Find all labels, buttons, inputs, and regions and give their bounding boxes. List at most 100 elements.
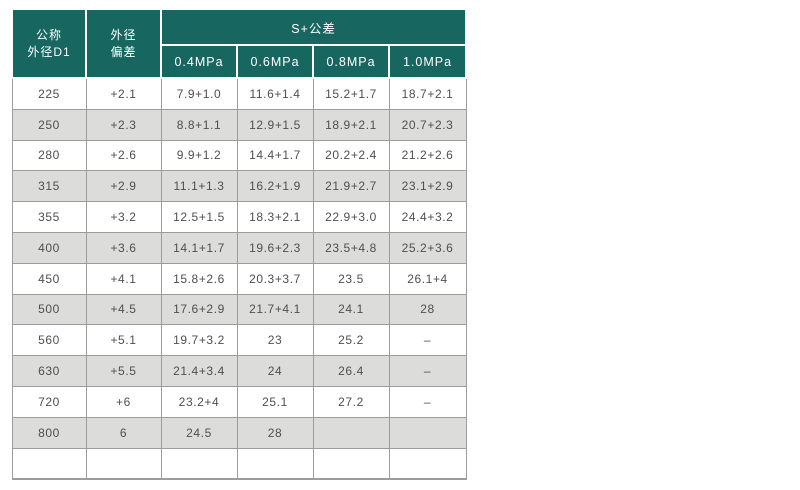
table-cell bbox=[388, 416, 467, 449]
table-row: 630 +5.5 21.4+3.4 24 26.4 – bbox=[11, 355, 467, 387]
table-cell: 20.7+2.3 bbox=[388, 108, 467, 141]
table-row: 800 6 24.5 28 bbox=[11, 416, 467, 449]
table-cell: 18.7+2.1 bbox=[388, 77, 467, 110]
table-cell: 14.1+1.7 bbox=[160, 231, 238, 264]
table-cell: 23.1+2.9 bbox=[388, 170, 467, 203]
table-cell: +3.6 bbox=[85, 231, 162, 264]
table-cell bbox=[236, 447, 314, 481]
header-pressure-1-0mpa: 1.0MPa bbox=[387, 44, 468, 79]
table-cell: 18.3+2.1 bbox=[236, 201, 314, 233]
table-cell: 11.6+1.4 bbox=[236, 77, 314, 110]
table-cell: 12.9+1.5 bbox=[236, 108, 314, 141]
header-pressure-0-6mpa: 0.6MPa bbox=[236, 44, 314, 79]
table-cell: +4.1 bbox=[85, 262, 162, 295]
table-row: 250 +2.3 8.8+1.1 12.9+1.5 18.9+2.1 20.7+… bbox=[11, 108, 467, 141]
pipe-spec-table: 公称 外径D1 外径 偏差 S+公差 0.4MPa 0.6MPa 0.8MPa … bbox=[11, 8, 468, 481]
table-cell: 26.1+4 bbox=[388, 262, 467, 295]
table-row bbox=[11, 447, 467, 481]
table-cell: 8.8+1.1 bbox=[160, 108, 238, 141]
table-cell: 24.5 bbox=[160, 416, 238, 449]
table-cell: 560 bbox=[11, 324, 87, 357]
table-cell: 280 bbox=[11, 139, 87, 172]
table-cell: – bbox=[388, 355, 467, 387]
table-cell: +2.3 bbox=[85, 108, 162, 141]
header-nominal-od: 公称 外径D1 bbox=[11, 8, 87, 79]
table-cell: 24.4+3.2 bbox=[388, 201, 467, 233]
table-cell: 20.2+2.4 bbox=[312, 139, 390, 172]
table-row: 315 +2.9 11.1+1.3 16.2+1.9 21.9+2.7 23.1… bbox=[11, 170, 467, 203]
header-s-tolerance-group: S+公差 bbox=[159, 8, 468, 46]
table-cell: 500 bbox=[11, 293, 87, 326]
table-cell bbox=[160, 447, 238, 481]
table-cell: +3.2 bbox=[85, 201, 162, 233]
table-cell: 25.2+3.6 bbox=[388, 231, 467, 264]
table-cell: 28 bbox=[388, 293, 467, 326]
table-row: 720 +6 23.2+4 25.1 27.2 – bbox=[11, 385, 467, 418]
table-cell: 630 bbox=[11, 355, 87, 387]
table-cell: 19.6+2.3 bbox=[236, 231, 314, 264]
table-row: 450 +4.1 15.8+2.6 20.3+3.7 23.5 26.1+4 bbox=[11, 262, 467, 295]
table-cell: 12.5+1.5 bbox=[160, 201, 238, 233]
header-od-deviation: 外径 偏差 bbox=[85, 8, 162, 79]
table-cell: +6 bbox=[85, 385, 162, 418]
table-cell: 23.5 bbox=[312, 262, 390, 295]
table-cell: 21.2+2.6 bbox=[388, 139, 467, 172]
table-body: 225 +2.1 7.9+1.0 11.6+1.4 15.2+1.7 18.7+… bbox=[11, 77, 467, 481]
table-cell: 15.2+1.7 bbox=[312, 77, 390, 110]
table-cell: 27.2 bbox=[312, 385, 390, 418]
table-cell: 720 bbox=[11, 385, 87, 418]
table-header: 公称 外径D1 外径 偏差 S+公差 0.4MPa 0.6MPa 0.8MPa … bbox=[11, 8, 468, 79]
table-cell: 21.7+4.1 bbox=[236, 293, 314, 326]
table-cell: 20.3+3.7 bbox=[236, 262, 314, 295]
table-cell: +4.5 bbox=[85, 293, 162, 326]
table-cell: +2.1 bbox=[85, 77, 162, 110]
table-cell: 315 bbox=[11, 170, 87, 203]
table-cell: 28 bbox=[236, 416, 314, 449]
table-cell: 7.9+1.0 bbox=[160, 77, 238, 110]
table-cell: +2.9 bbox=[85, 170, 162, 203]
table-cell: 250 bbox=[11, 108, 87, 141]
table-cell: 15.8+2.6 bbox=[160, 262, 238, 295]
table-cell: 9.9+1.2 bbox=[160, 139, 238, 172]
table-cell: 18.9+2.1 bbox=[312, 108, 390, 141]
table-row: 500 +4.5 17.6+2.9 21.7+4.1 24.1 28 bbox=[11, 293, 467, 326]
table-cell: 23.2+4 bbox=[160, 385, 238, 418]
table-cell: 14.4+1.7 bbox=[236, 139, 314, 172]
header-pressure-0-8mpa: 0.8MPa bbox=[312, 44, 390, 79]
table-cell: +5.5 bbox=[85, 355, 162, 387]
table-cell: 17.6+2.9 bbox=[160, 293, 238, 326]
table-cell: – bbox=[388, 324, 467, 357]
header-pressure-0-4mpa: 0.4MPa bbox=[160, 44, 238, 79]
table-cell: 355 bbox=[11, 201, 87, 233]
table-cell: 24.1 bbox=[312, 293, 390, 326]
table-cell: 19.7+3.2 bbox=[160, 324, 238, 357]
table-cell: 21.9+2.7 bbox=[312, 170, 390, 203]
table-row: 280 +2.6 9.9+1.2 14.4+1.7 20.2+2.4 21.2+… bbox=[11, 139, 467, 172]
table-cell: 25.2 bbox=[312, 324, 390, 357]
table-cell: 24 bbox=[236, 355, 314, 387]
table-cell: 26.4 bbox=[312, 355, 390, 387]
table-cell: 6 bbox=[85, 416, 162, 449]
table-cell bbox=[312, 447, 390, 481]
table-cell: 450 bbox=[11, 262, 87, 295]
table-cell: 23 bbox=[236, 324, 314, 357]
table-row: 400 +3.6 14.1+1.7 19.6+2.3 23.5+4.8 25.2… bbox=[11, 231, 467, 264]
table-cell: +2.6 bbox=[85, 139, 162, 172]
table-cell: 11.1+1.3 bbox=[160, 170, 238, 203]
table-cell: 400 bbox=[11, 231, 87, 264]
table-cell: 16.2+1.9 bbox=[236, 170, 314, 203]
table-cell: – bbox=[388, 385, 467, 418]
table-cell: 22.9+3.0 bbox=[312, 201, 390, 233]
table-cell: 225 bbox=[11, 77, 87, 110]
table-row: 560 +5.1 19.7+3.2 23 25.2 – bbox=[11, 324, 467, 357]
table-row: 225 +2.1 7.9+1.0 11.6+1.4 15.2+1.7 18.7+… bbox=[11, 77, 467, 110]
table-cell bbox=[312, 416, 390, 449]
table-cell bbox=[85, 447, 162, 481]
table-cell bbox=[388, 447, 467, 481]
table-cell: +5.1 bbox=[85, 324, 162, 357]
table-row: 355 +3.2 12.5+1.5 18.3+2.1 22.9+3.0 24.4… bbox=[11, 201, 467, 233]
table-cell: 25.1 bbox=[236, 385, 314, 418]
table-cell bbox=[11, 447, 87, 481]
table-cell: 800 bbox=[11, 416, 87, 449]
